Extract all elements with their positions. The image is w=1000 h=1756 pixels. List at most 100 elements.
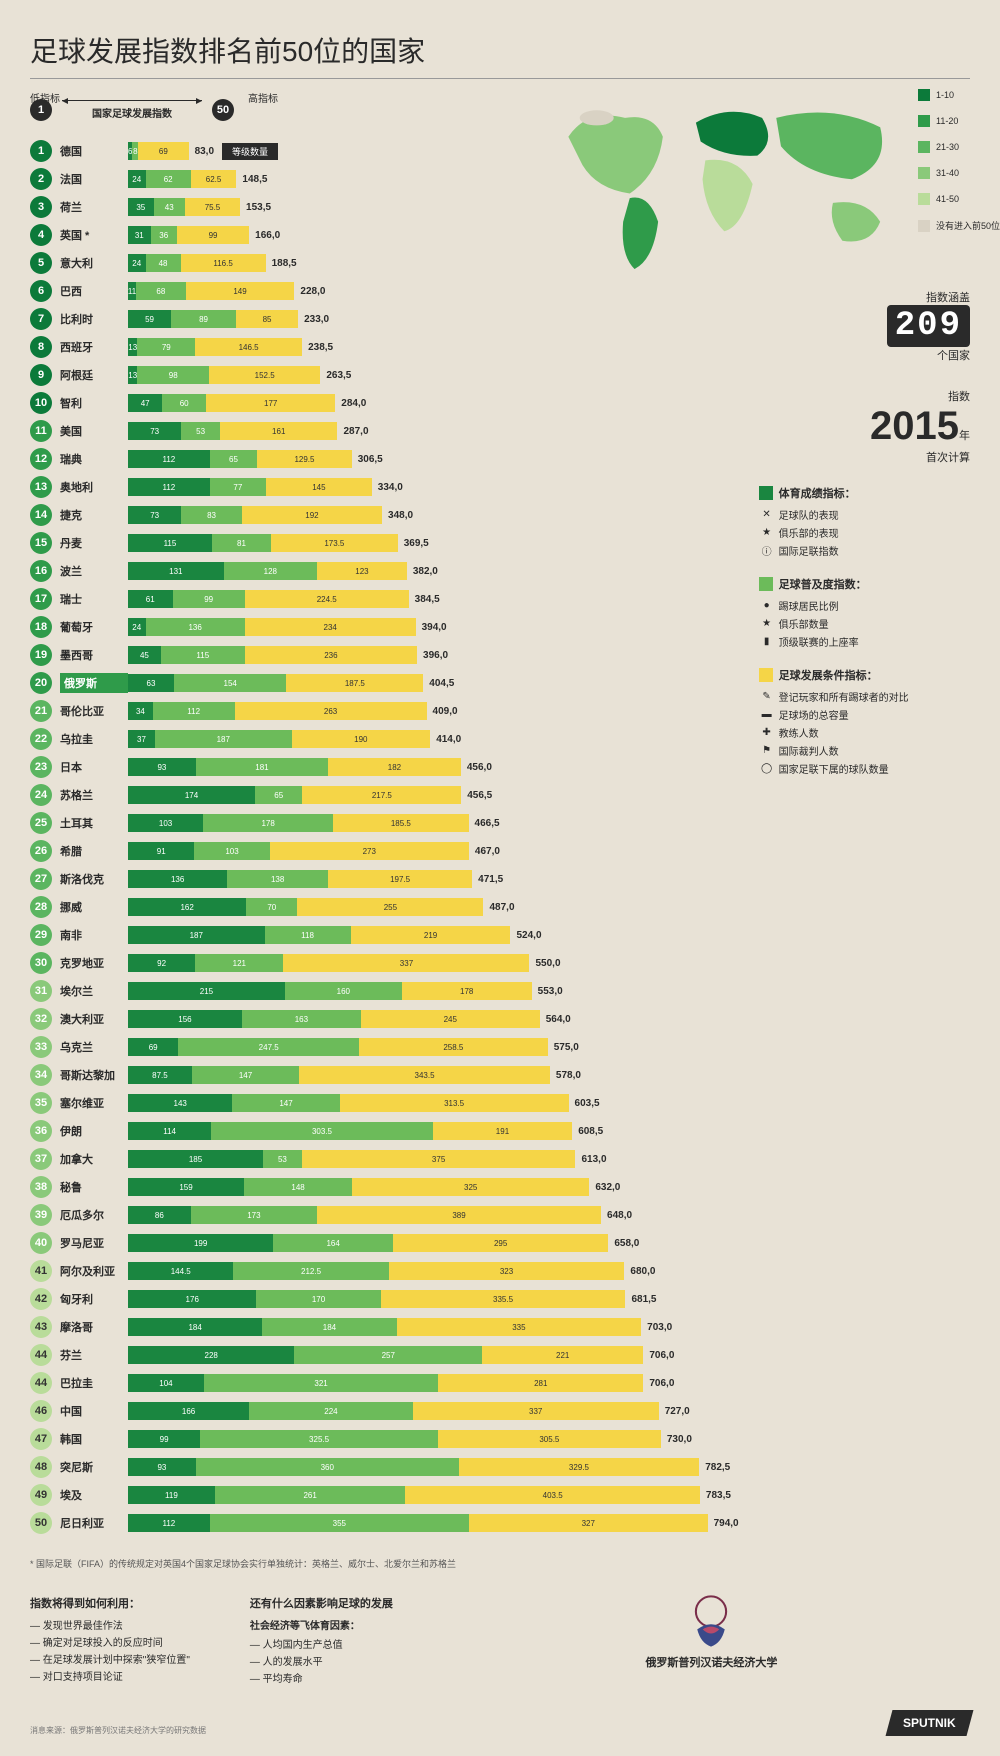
bar-total: 384,5 bbox=[415, 594, 440, 605]
country-name: 瑞典 bbox=[60, 451, 128, 467]
footer-item: — 在足球发展计划中探索"狭窄位置" bbox=[30, 1651, 190, 1666]
bar-seg-c: 217.5 bbox=[302, 786, 461, 804]
rank-badge: 22 bbox=[30, 728, 52, 750]
bar-seg-a: 63 bbox=[128, 674, 174, 692]
footer-col-2: 还有什么因素影响足球的发展 社会经济等飞体育因素： — 人均国内生产总值— 人的… bbox=[250, 1595, 393, 1687]
bar-seg-a: 104 bbox=[128, 1374, 204, 1392]
bar-seg-b: 118 bbox=[265, 926, 351, 944]
bar-seg-a: 119 bbox=[128, 1486, 215, 1504]
bar-seg-b: 147 bbox=[192, 1066, 299, 1084]
bar-seg-a: 174 bbox=[128, 786, 255, 804]
country-name: 捷克 bbox=[60, 507, 128, 523]
country-name: 巴拉圭 bbox=[60, 1375, 128, 1391]
country-row: 40 罗马尼亚 199 164 295 658,0 bbox=[30, 1231, 739, 1255]
bar-seg-c: 313.5 bbox=[340, 1094, 569, 1112]
country-name: 乌克兰 bbox=[60, 1039, 128, 1055]
bar-total: 148,5 bbox=[242, 174, 267, 185]
bar-total: 613,0 bbox=[581, 1154, 606, 1165]
rank-badge: 44 bbox=[30, 1344, 52, 1366]
map-legend-label: 1-10 bbox=[936, 90, 954, 100]
bar-seg-a: 162 bbox=[128, 898, 246, 916]
bar-seg-c: 190 bbox=[292, 730, 431, 748]
bar-seg-b: 160 bbox=[285, 982, 402, 1000]
legend-item: ●踢球居民比例 bbox=[761, 598, 970, 613]
country-row: 31 埃尔兰 215 160 178 553,0 bbox=[30, 979, 739, 1003]
country-row: 18 葡萄牙 24 136 234 394,0 bbox=[30, 615, 739, 639]
bar-seg-b: 303.5 bbox=[211, 1122, 433, 1140]
bar-seg-b: 184 bbox=[262, 1318, 396, 1336]
scale-high-dot: 50 bbox=[212, 99, 234, 121]
bar-total: 228,0 bbox=[300, 286, 325, 297]
bar-seg-b: 128 bbox=[224, 562, 317, 580]
legend-item: ▮顶级联赛的上座率 bbox=[761, 634, 970, 649]
bar-seg-c: 99 bbox=[177, 226, 249, 244]
bar-seg-b: 98 bbox=[137, 366, 209, 384]
country-name: 突尼斯 bbox=[60, 1459, 128, 1475]
country-row: 8 西班牙 13 79 146.5 238,5 bbox=[30, 335, 739, 359]
rank-badge: 42 bbox=[30, 1288, 52, 1310]
ranking-chart: 1 德国 6 8 69 83,0 等级数量 2 法国 24 62 62.5 14… bbox=[30, 139, 739, 1539]
country-name: 土耳其 bbox=[60, 815, 128, 831]
legend-item-text: 踢球居民比例 bbox=[779, 598, 839, 613]
legend-item: ⓘ国际足联指数 bbox=[761, 543, 970, 558]
bar-seg-a: 45 bbox=[128, 646, 161, 664]
bar-seg-c: 75.5 bbox=[185, 198, 240, 216]
country-name: 斯洛伐克 bbox=[60, 871, 128, 887]
bar-total: 284,0 bbox=[341, 398, 366, 409]
rank-badge: 15 bbox=[30, 532, 52, 554]
bar-seg-a: 131 bbox=[128, 562, 224, 580]
bar-seg-a: 13 bbox=[128, 338, 137, 356]
footer-item: — 人均国内生产总值 bbox=[250, 1636, 393, 1651]
bar-seg-c: 245 bbox=[361, 1010, 540, 1028]
rank-badge: 31 bbox=[30, 980, 52, 1002]
bar-seg-a: 24 bbox=[128, 170, 146, 188]
bar-total: 471,5 bbox=[478, 874, 503, 885]
bar-seg-a: 35 bbox=[128, 198, 154, 216]
country-name: 哥伦比亚 bbox=[60, 703, 128, 719]
country-name: 澳大利亚 bbox=[60, 1011, 128, 1027]
legend-item-text: 国际足联指数 bbox=[779, 543, 839, 558]
bar-total: 648,0 bbox=[607, 1210, 632, 1221]
bar-seg-b: 65 bbox=[210, 450, 257, 468]
country-row: 20 俄罗斯 63 154 187.5 404,5 bbox=[30, 671, 739, 695]
bar-total: 730,0 bbox=[667, 1434, 692, 1445]
bar-seg-a: 93 bbox=[128, 1458, 196, 1476]
rank-badge: 48 bbox=[30, 1456, 52, 1478]
country-name: 哥斯达黎加 bbox=[60, 1067, 128, 1083]
bar-wrap: 92 121 337 550,0 bbox=[128, 954, 739, 972]
bar-seg-c: 389 bbox=[317, 1206, 601, 1224]
bar-seg-c: 337 bbox=[413, 1402, 659, 1420]
legend-item-text: 俱乐部的表现 bbox=[779, 525, 839, 540]
country-name: 瑞士 bbox=[60, 591, 128, 607]
bar-seg-b: 138 bbox=[227, 870, 328, 888]
bar-wrap: 34 112 263 409,0 bbox=[128, 702, 739, 720]
bar-total: 487,0 bbox=[489, 902, 514, 913]
bar-total: 456,0 bbox=[467, 762, 492, 773]
country-name: 克罗地亚 bbox=[60, 955, 128, 971]
country-name: 罗马尼亚 bbox=[60, 1235, 128, 1251]
bar-seg-c: 62.5 bbox=[191, 170, 237, 188]
footer-brand-col: 俄罗斯普列汉诺夫经济大学 bbox=[453, 1595, 970, 1687]
country-row: 13 奥地利 112 77 145 334,0 bbox=[30, 475, 739, 499]
legend-swatch bbox=[759, 577, 773, 591]
bar-seg-b: 212.5 bbox=[233, 1262, 388, 1280]
country-row: 42 匈牙利 176 170 335.5 681,5 bbox=[30, 1287, 739, 1311]
map-legend: 1-1011-2021-3031-4041-50没有进入前50位 bbox=[918, 79, 1000, 289]
bar-wrap: 112 77 145 334,0 bbox=[128, 478, 739, 496]
bar-seg-c: 178 bbox=[402, 982, 532, 1000]
country-row: 44 芬兰 228 257 221 706,0 bbox=[30, 1343, 739, 1367]
legend-header: 足球普及度指数： bbox=[759, 576, 970, 592]
legend-item-icon: ✕ bbox=[761, 509, 773, 520]
bar-total: 578,0 bbox=[556, 1070, 581, 1081]
bar-total: 287,0 bbox=[343, 426, 368, 437]
country-name: 挪威 bbox=[60, 899, 128, 915]
country-row: 23 日本 93 181 182 456,0 bbox=[30, 755, 739, 779]
legend-item-text: 足球场的总容量 bbox=[779, 707, 849, 722]
bar-seg-c: 255 bbox=[297, 898, 483, 916]
country-row: 29 南非 187 118 219 524,0 bbox=[30, 923, 739, 947]
country-name: 俄罗斯 bbox=[60, 673, 128, 693]
counter-bottom-label: 个国家 bbox=[887, 347, 970, 363]
rank-badge: 18 bbox=[30, 616, 52, 638]
rank-badge: 46 bbox=[30, 1400, 52, 1422]
bar-seg-a: 103 bbox=[128, 814, 203, 832]
